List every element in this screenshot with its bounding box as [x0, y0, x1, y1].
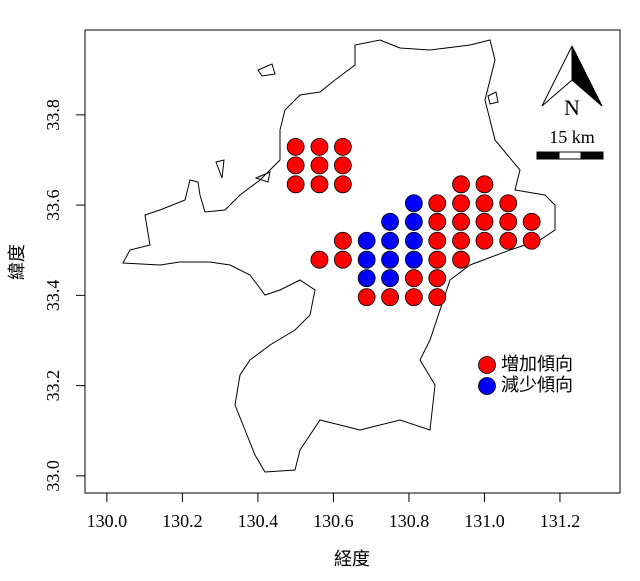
- data-point: [333, 250, 352, 269]
- data-point: [475, 194, 494, 213]
- legend-label: 増加傾向: [501, 354, 573, 375]
- y-tick-label: 33.2: [43, 370, 63, 402]
- scale-label: 15 km: [549, 127, 595, 147]
- x-tick-label: 130.0: [87, 511, 128, 531]
- data-point: [428, 288, 447, 307]
- x-tick-label: 130.4: [238, 511, 279, 531]
- data-point: [404, 194, 423, 213]
- y-tick-label: 33.6: [43, 189, 63, 221]
- plot-frame: [84, 29, 621, 494]
- y-tick-label: 33.0: [43, 460, 63, 492]
- x-tick-label: 130.6: [313, 511, 354, 531]
- data-point: [452, 194, 470, 213]
- x-tick-label: 131.0: [464, 511, 505, 531]
- data-point: [310, 250, 329, 269]
- data-point: [404, 250, 423, 269]
- y-tick-label: 33.4: [43, 280, 63, 312]
- data-point: [499, 212, 518, 231]
- legend-marker: [478, 356, 496, 374]
- data-point: [310, 156, 329, 175]
- data-point: [357, 231, 376, 250]
- data-point: [475, 175, 494, 194]
- data-point: [428, 269, 447, 288]
- data-point: [452, 175, 470, 194]
- data-point: [333, 175, 352, 194]
- data-point: [522, 231, 541, 250]
- x-tick-label: 130.8: [389, 511, 430, 531]
- data-point: [499, 194, 518, 213]
- data-point: [452, 231, 470, 250]
- data-point: [522, 212, 541, 231]
- data-point: [357, 269, 376, 288]
- north-arrow: [541, 45, 603, 107]
- data-point: [381, 250, 399, 269]
- data-point: [310, 137, 329, 156]
- data-point: [428, 212, 447, 231]
- data-point: [404, 231, 423, 250]
- data-point: [333, 231, 352, 250]
- data-point: [499, 231, 518, 250]
- data-point: [404, 212, 423, 231]
- data-point: [286, 156, 305, 175]
- data-point: [357, 288, 376, 307]
- scale-bar: [536, 151, 604, 160]
- north-label: N: [564, 95, 580, 120]
- y-tick-label: 33.8: [43, 99, 63, 130]
- x-axis-label: 経度: [334, 549, 370, 570]
- data-point: [333, 156, 352, 175]
- y-axis-label: 緯度: [7, 244, 28, 280]
- data-point: [286, 175, 305, 194]
- legend-marker: [478, 377, 496, 395]
- x-tick-label: 130.2: [162, 511, 203, 531]
- data-point: [428, 231, 447, 250]
- data-point: [452, 212, 470, 231]
- data-point: [404, 269, 423, 288]
- data-point: [428, 194, 447, 213]
- data-point: [475, 212, 494, 231]
- data-point: [452, 250, 470, 269]
- data-point: [333, 137, 352, 156]
- data-point: [404, 288, 423, 307]
- data-point: [310, 175, 329, 194]
- data-point: [381, 269, 399, 288]
- data-point: [381, 231, 399, 250]
- data-point: [381, 212, 399, 231]
- x-tick-label: 131.2: [540, 511, 581, 531]
- data-point: [475, 231, 494, 250]
- data-point: [381, 288, 399, 307]
- data-point: [357, 250, 376, 269]
- data-point: [286, 137, 305, 156]
- legend-label: 減少傾向: [501, 375, 573, 396]
- data-point: [428, 250, 447, 269]
